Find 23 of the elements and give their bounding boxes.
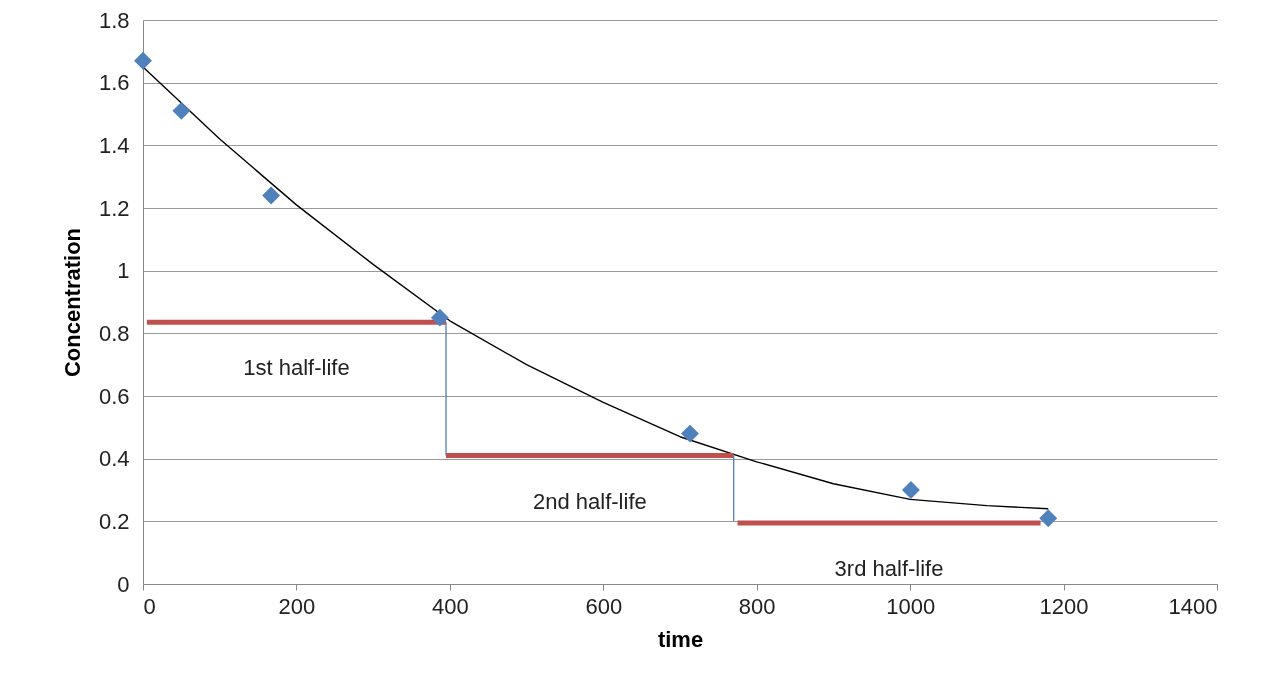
x-tick-label: 600	[585, 593, 623, 619]
y-tick-label: 1.6	[98, 70, 130, 96]
y-tick-label: 1	[117, 258, 130, 284]
y-axis-title: Concentration	[59, 227, 85, 378]
annotation: 2nd half-life	[532, 488, 647, 514]
y-tick-label: 0.8	[98, 320, 130, 346]
x-tick-label: 1200	[1039, 593, 1089, 619]
x-tick-label: 1400	[1168, 593, 1218, 619]
x-axis-title: time	[657, 626, 704, 652]
annotation: 1st half-life	[243, 355, 350, 381]
x-tick-label: 400	[432, 593, 469, 619]
x-tick-label: 0	[143, 593, 156, 619]
x-tick-label: 800	[738, 593, 776, 619]
y-tick-label: 1.8	[98, 7, 130, 33]
x-tick-label: 200	[278, 593, 316, 619]
y-tick-label: 0.6	[98, 383, 130, 409]
y-tick-label: 1.4	[98, 132, 130, 158]
y-tick-label: 0.4	[98, 446, 130, 472]
y-tick-label: 1.2	[98, 195, 130, 221]
x-tick-label: 1000	[886, 593, 936, 619]
annotation: 3rd half-life	[834, 555, 944, 581]
y-tick-label: 0	[117, 571, 130, 597]
y-tick-label: 0.2	[98, 508, 130, 534]
